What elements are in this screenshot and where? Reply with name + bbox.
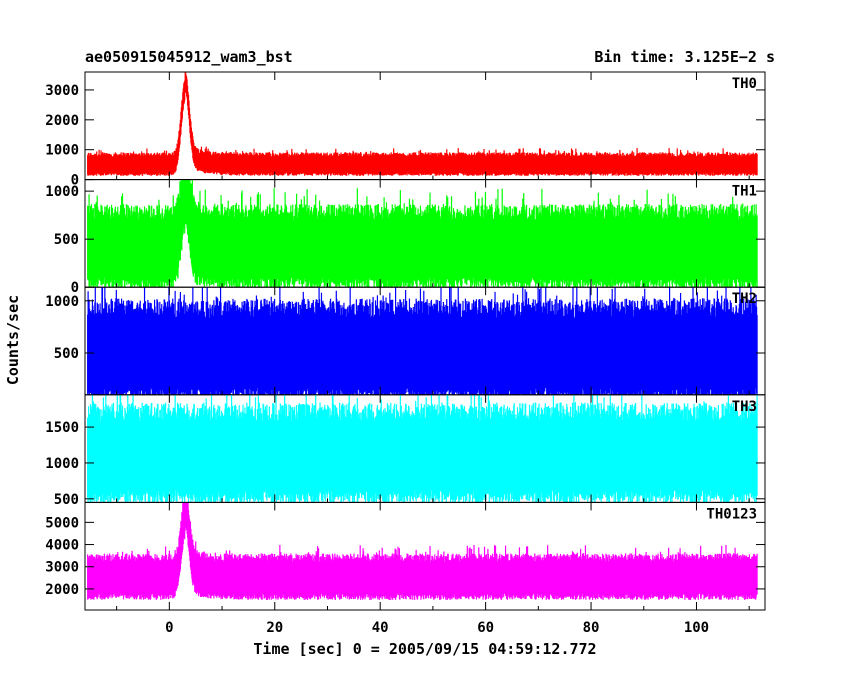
series-trace-th0123 — [87, 502, 758, 600]
y-axis-label: Counts/sec — [4, 295, 22, 385]
series-trace-th2 — [87, 287, 758, 395]
y-tick-label: 1500 — [45, 420, 79, 436]
series-trace-th3 — [87, 394, 758, 503]
x-tick-label: 40 — [372, 620, 389, 636]
x-tick-label: 20 — [266, 620, 283, 636]
series-label-th0: TH0 — [732, 76, 757, 92]
y-tick-label: 3000 — [45, 83, 79, 99]
y-tick-label: 0 — [71, 280, 79, 296]
x-tick-label: 80 — [583, 620, 600, 636]
y-tick-label: 5000 — [45, 515, 79, 531]
x-axis-tick-labels: 0 20 40 60 80 100 — [165, 620, 709, 636]
series-trace-th1 — [87, 179, 758, 288]
panel-th0: 0 1000 2000 3000 TH0 — [45, 71, 766, 189]
x-tick-label: 60 — [477, 620, 494, 636]
y-tick-label: 1000 — [45, 456, 79, 472]
y-tick-label: 1000 — [45, 294, 79, 310]
series-label-th3: TH3 — [732, 399, 757, 415]
series-label-th1: TH1 — [732, 184, 757, 200]
panel-th3: 500 1000 1500 TH3 — [45, 394, 766, 508]
x-tick-label: 0 — [165, 620, 173, 636]
y-tick-label: 3000 — [45, 560, 79, 576]
bin-time-label: Bin time: 3.125E−2 s — [594, 48, 775, 66]
y-tick-label: 2000 — [45, 113, 79, 129]
series-trace-th0 — [87, 72, 758, 176]
chart-title: ae050915045912_wam3_bst — [85, 48, 293, 66]
panel-th0123: 2000 3000 4000 5000 TH0123 — [45, 501, 766, 611]
series-label-th2: TH2 — [732, 291, 757, 307]
y-tick-label: 500 — [54, 492, 79, 508]
x-axis-label: Time [sec] 0 = 2005/09/15 04:59:12.772 — [253, 640, 596, 658]
y-tick-label: 4000 — [45, 538, 79, 554]
y-tick-label: 500 — [54, 346, 79, 362]
series-label-th0123: TH0123 — [706, 506, 757, 522]
y-tick-label: 2000 — [45, 582, 79, 598]
x-tick-label: 100 — [684, 620, 709, 636]
panel-frame — [84, 501, 766, 611]
y-tick-label: 1000 — [45, 143, 79, 159]
y-tick-label: 1000 — [45, 184, 79, 200]
panel-th1: 0 500 1000 TH1 — [45, 179, 766, 296]
y-tick-label: 500 — [54, 232, 79, 248]
panel-th2: 500 1000 TH2 — [45, 286, 766, 396]
y-tick-label: 0 — [71, 173, 79, 189]
